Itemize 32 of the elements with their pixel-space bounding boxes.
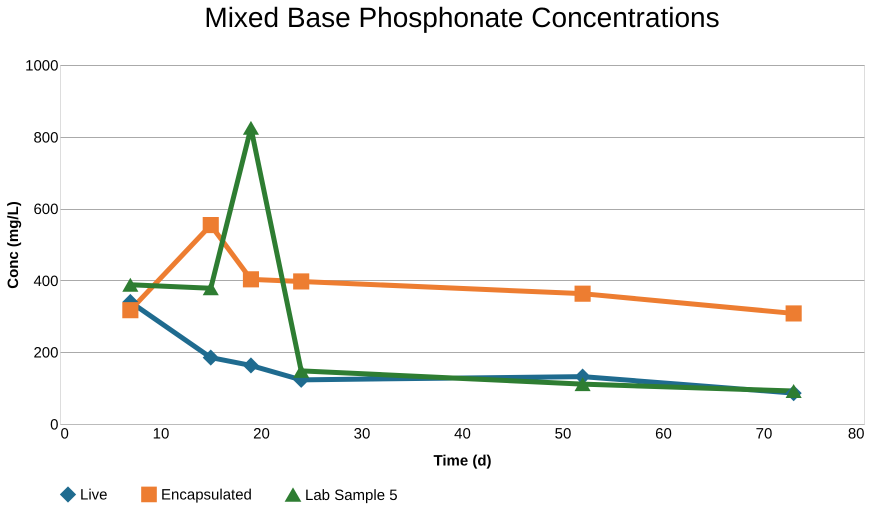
legend-label: Encapsulated [161, 486, 252, 504]
point [202, 217, 219, 234]
x-tick-label: 80 [848, 426, 864, 442]
point [122, 302, 138, 318]
y-tick-label: 400 [33, 272, 58, 290]
y-tick-label: 200 [33, 344, 58, 362]
x-tick-label: 60 [655, 426, 672, 442]
x-tick-label: 20 [253, 426, 270, 442]
point [574, 286, 591, 302]
point [242, 357, 260, 374]
y-axis-title: Conc (mg/L) [5, 201, 22, 289]
legend-label: Live [80, 486, 108, 504]
point [122, 278, 138, 292]
chart-title: Mixed Base Phosphonate Concentrations [204, 2, 720, 33]
x-tick-label: 30 [354, 426, 370, 442]
x-tick-label: 0 [60, 426, 69, 442]
point [202, 350, 219, 366]
point [574, 377, 591, 392]
point [242, 271, 260, 288]
legend-label: Lab Sample 5 [305, 486, 398, 504]
x-tick-label: 40 [454, 426, 471, 442]
y-tick-label: 600 [33, 201, 58, 218]
x-tick-label: 50 [554, 426, 572, 442]
x-tick-label: 10 [152, 426, 170, 442]
y-tick-label: 800 [33, 129, 58, 146]
point [786, 305, 802, 322]
x-tick-label: 70 [756, 426, 772, 442]
y-tick-label: 1000 [25, 58, 58, 74]
point [786, 384, 802, 398]
x-axis-title: Time (d) [433, 452, 492, 470]
point [293, 273, 310, 290]
point [242, 120, 260, 135]
